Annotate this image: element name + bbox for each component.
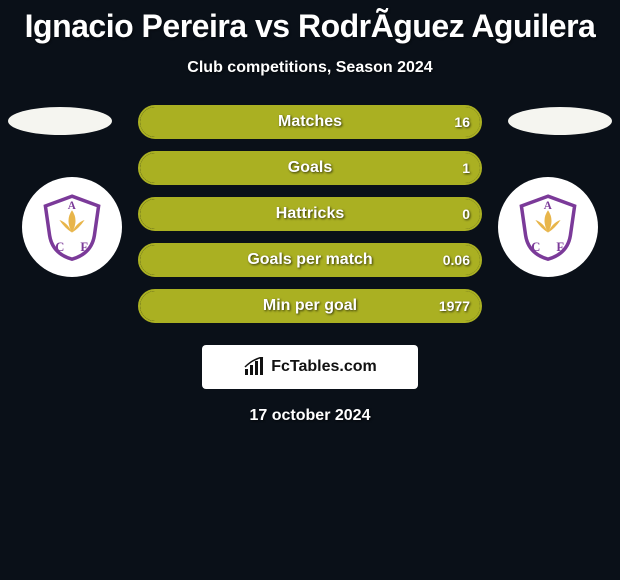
- svg-text:C: C: [531, 240, 540, 254]
- stat-right-value: 0.06: [443, 252, 470, 268]
- stat-label: Matches: [278, 113, 342, 131]
- stat-label: Min per goal: [263, 297, 357, 315]
- brand-badge: FcTables.com: [202, 345, 418, 389]
- stat-right-value: 0: [462, 206, 470, 222]
- stat-bar: Hattricks 0: [138, 197, 482, 231]
- bar-chart-icon: [243, 357, 267, 377]
- svg-text:F: F: [80, 240, 88, 254]
- comparison-chart: C F A C F A Matches 16 Goals 1 Hattricks 0 Goa…: [0, 107, 620, 337]
- crest-icon: C F A: [513, 192, 583, 262]
- svg-text:A: A: [544, 200, 552, 212]
- page-title: Ignacio Pereira vs RodrÃ­guez Aguilera: [0, 8, 620, 45]
- stat-right-value: 1977: [439, 298, 470, 314]
- stat-bar: Goals 1: [138, 151, 482, 185]
- player-right-placeholder: [508, 107, 612, 135]
- club-crest-left: C F A: [22, 177, 122, 277]
- crest-icon: C F A: [37, 192, 107, 262]
- stat-right-value: 16: [454, 114, 470, 130]
- svg-text:C: C: [55, 240, 64, 254]
- player-left-placeholder: [8, 107, 112, 135]
- brand-text: FcTables.com: [271, 358, 377, 376]
- stat-bars: Matches 16 Goals 1 Hattricks 0 Goals per match…: [138, 105, 482, 335]
- stat-label: Goals: [288, 159, 332, 177]
- stat-right-value: 1: [462, 160, 470, 176]
- stat-label: Goals per match: [247, 251, 372, 269]
- stat-bar: Goals per match 0.06: [138, 243, 482, 277]
- stat-bar: Min per goal 1977: [138, 289, 482, 323]
- subtitle: Club competitions, Season 2024: [0, 59, 620, 77]
- stat-bar: Matches 16: [138, 105, 482, 139]
- date-label: 17 october 2024: [0, 407, 620, 425]
- stat-label: Hattricks: [276, 205, 344, 223]
- svg-text:A: A: [68, 200, 76, 212]
- club-crest-right: C F A: [498, 177, 598, 277]
- svg-text:F: F: [556, 240, 564, 254]
